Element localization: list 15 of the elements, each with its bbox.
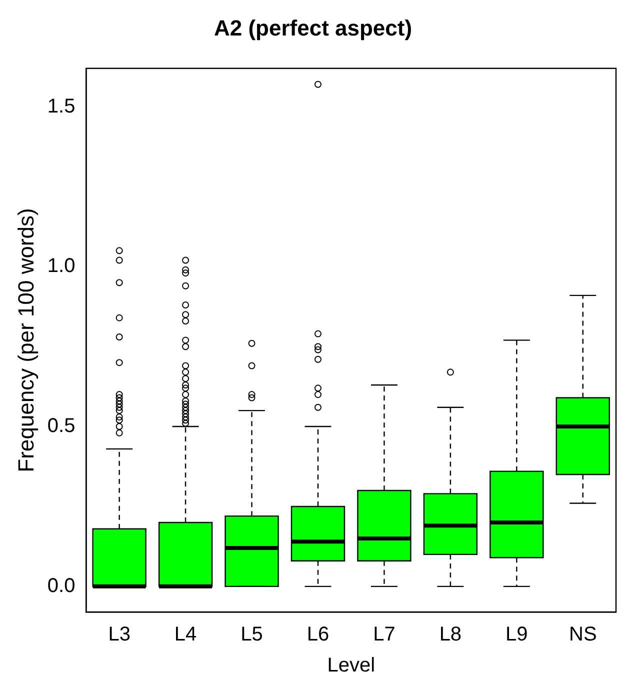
x-tick-label: L8: [439, 624, 462, 646]
x-tick-label: L9: [506, 624, 528, 646]
chart-title: A2 (perfect aspect): [214, 15, 412, 40]
x-axis-title: Level: [327, 654, 376, 677]
y-tick-label: 0.5: [47, 415, 76, 438]
y-axis-title: Frequency (per 100 words): [13, 208, 38, 472]
y-tick-label: 0.0: [47, 574, 76, 597]
x-tick-label: L5: [240, 624, 263, 646]
x-tick-label: L6: [306, 624, 330, 646]
x-tick-label: L3: [108, 624, 130, 646]
y-tick-label: 1.5: [47, 95, 76, 118]
x-tick-label: NS: [568, 624, 597, 646]
x-tick-label: L7: [373, 624, 396, 646]
y-tick-label: 1.0: [47, 255, 76, 278]
x-tick-label: L4: [174, 624, 197, 646]
